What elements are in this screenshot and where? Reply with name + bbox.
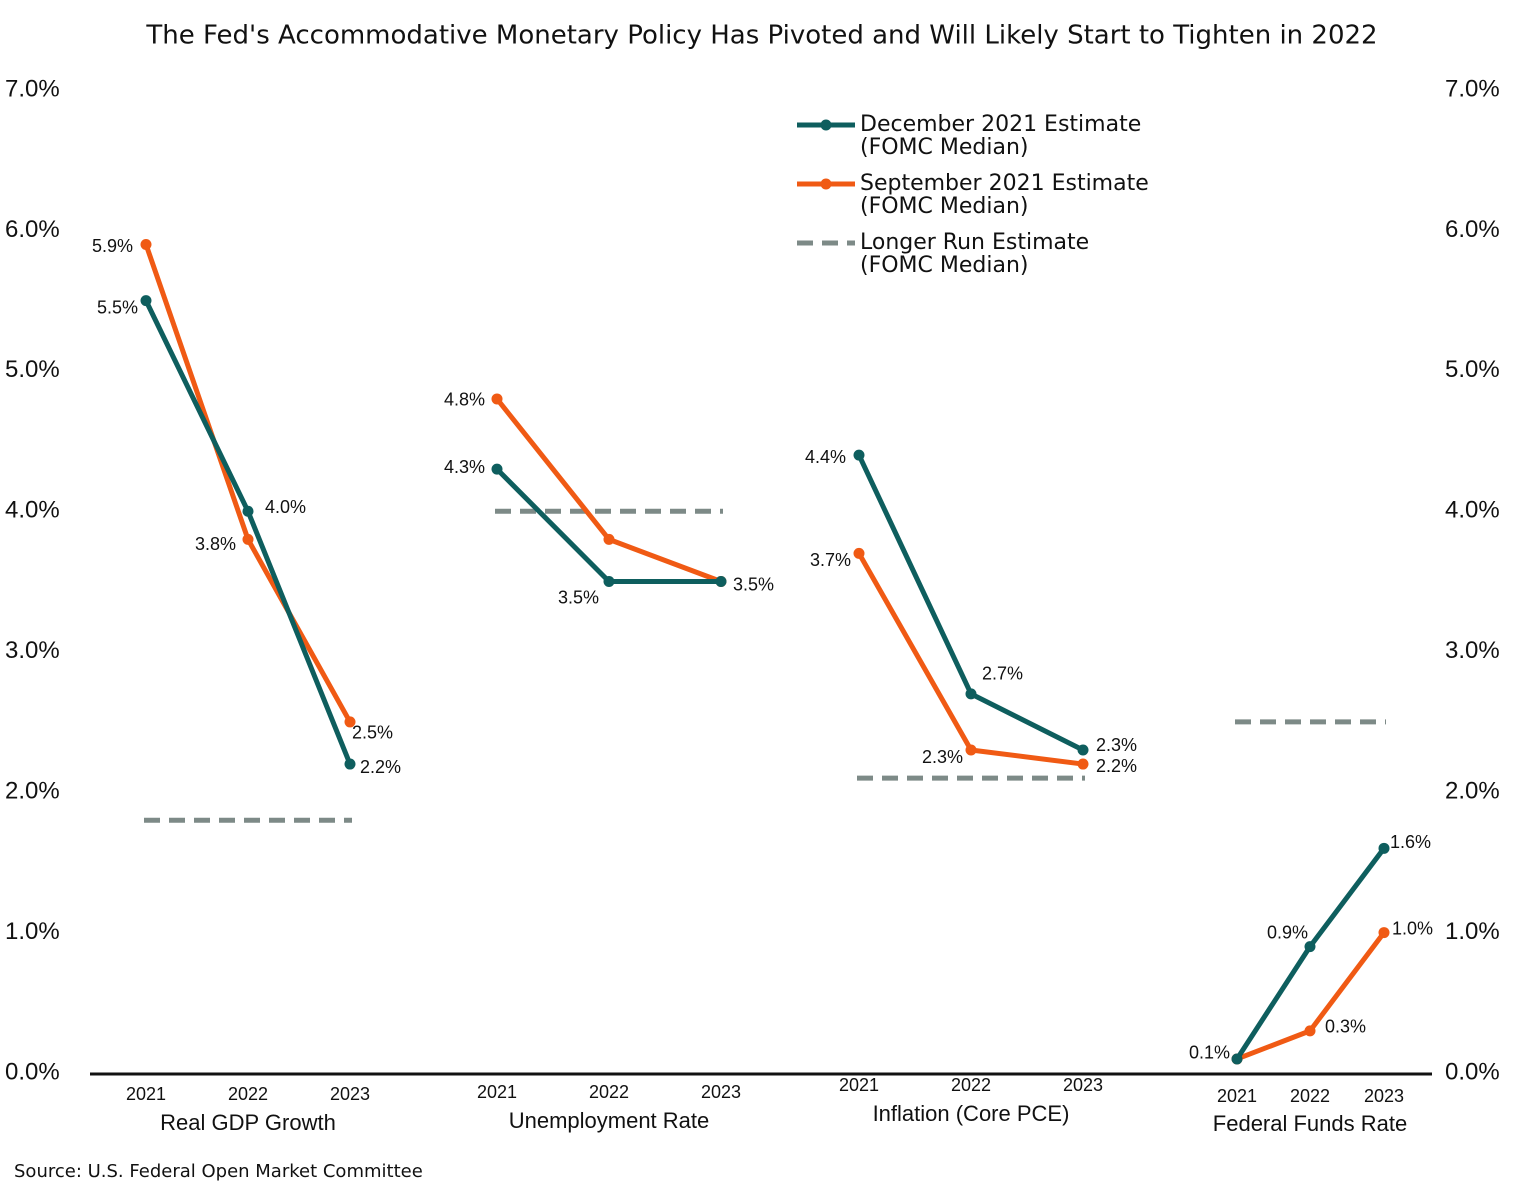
point (1378, 927, 1390, 939)
point (853, 449, 865, 461)
data-label: 3.8% (195, 534, 236, 554)
data-label: 5.5% (97, 297, 138, 317)
y-tick-label: 5.0% (5, 356, 60, 383)
source: Source: U.S. Federal Open Market Committ… (14, 1161, 423, 1182)
point (491, 393, 503, 405)
y-tick-label: 7.0% (5, 75, 60, 102)
group-label: Real GDP Growth (160, 1110, 336, 1135)
legend-label: Longer Run Estimate (FOMC Median) (860, 230, 1090, 278)
point (242, 505, 254, 517)
x-tick-label: 2023 (701, 1082, 741, 1102)
point (344, 716, 356, 728)
y2-tick-label: 6.0% (1445, 216, 1500, 243)
y2-tick-label: 7.0% (1445, 75, 1500, 102)
group-label: Federal Funds Rate (1213, 1111, 1407, 1136)
y-tick-label: 4.0% (5, 497, 60, 524)
data-label: 2.7% (982, 664, 1023, 684)
data-label: 4.8% (444, 390, 485, 410)
y2-tick-label: 2.0% (1445, 777, 1500, 804)
data-label: 4.0% (265, 497, 306, 517)
point (242, 533, 254, 545)
data-label: 2.2% (360, 757, 401, 777)
data-label: 3.5% (733, 574, 774, 594)
data-label: 3.7% (810, 550, 851, 570)
x-tick-label: 2022 (589, 1082, 629, 1102)
x-tick-label: 2023 (1364, 1086, 1404, 1106)
x-tick-label: 2022 (228, 1084, 268, 1104)
point (715, 576, 727, 587)
point (1077, 744, 1089, 756)
data-label: 2.3% (922, 747, 963, 767)
data-label: 2.2% (1096, 756, 1137, 776)
data-label: 0.9% (1267, 922, 1308, 942)
y-tick-label: 0.0% (5, 1058, 60, 1085)
y2-tick-label: 3.0% (1445, 637, 1500, 664)
x-tick-label: 2022 (1290, 1086, 1330, 1106)
x-tick-label: 2021 (1217, 1086, 1257, 1106)
y2-tick-label: 0.0% (1445, 1058, 1500, 1085)
legend-swatch (820, 119, 832, 131)
series-line (495, 397, 722, 584)
point (965, 688, 977, 700)
group-label: Inflation (Core PCE) (873, 1101, 1070, 1126)
series-line (856, 454, 1085, 753)
x-tick-label: 2021 (126, 1084, 166, 1104)
legend-swatch (820, 178, 832, 190)
y-tick-label: 6.0% (5, 216, 60, 243)
point (1231, 1053, 1243, 1065)
x-tick-label: 2021 (477, 1082, 517, 1102)
series-line (495, 467, 721, 584)
point (853, 547, 865, 559)
point (603, 576, 615, 587)
point (1378, 842, 1390, 854)
data-label: 3.5% (558, 587, 599, 607)
point (603, 533, 615, 545)
point (965, 744, 977, 756)
data-label: 4.3% (444, 457, 485, 477)
point (140, 295, 152, 307)
legend-label: September 2021 Estimate (FOMC Median) (860, 171, 1149, 219)
data-label: 2.3% (1096, 735, 1137, 755)
y2-tick-label: 5.0% (1445, 356, 1500, 383)
data-label: 2.5% (352, 723, 393, 743)
point (1304, 941, 1316, 953)
y-tick-label: 3.0% (5, 637, 60, 664)
x-tick-label: 2023 (1063, 1075, 1103, 1095)
point (1077, 758, 1089, 770)
point (140, 238, 152, 250)
y2-tick-label: 4.0% (1445, 497, 1500, 524)
point (344, 758, 356, 770)
data-label: 0.3% (1325, 1017, 1366, 1037)
data-label: 1.6% (1390, 832, 1431, 852)
group-label: Unemployment Rate (509, 1108, 710, 1133)
point (1304, 1025, 1316, 1037)
chart-title: The Fed's Accommodative Monetary Policy … (145, 21, 1377, 51)
x-tick-label: 2023 (330, 1084, 370, 1104)
series-line (143, 243, 353, 724)
point (491, 463, 503, 475)
x-tick-label: 2021 (839, 1075, 879, 1095)
data-label: 5.9% (92, 236, 133, 256)
data-label: 4.4% (805, 447, 846, 467)
data-label: 1.0% (1392, 918, 1433, 938)
data-label: 0.1% (1189, 1043, 1230, 1063)
x-tick-label: 2022 (951, 1075, 991, 1095)
y2-tick-label: 1.0% (1445, 918, 1500, 945)
legend-label: December 2021 Estimate (FOMC Median) (860, 112, 1142, 160)
y-tick-label: 1.0% (5, 918, 60, 945)
y-tick-label: 2.0% (5, 777, 60, 804)
